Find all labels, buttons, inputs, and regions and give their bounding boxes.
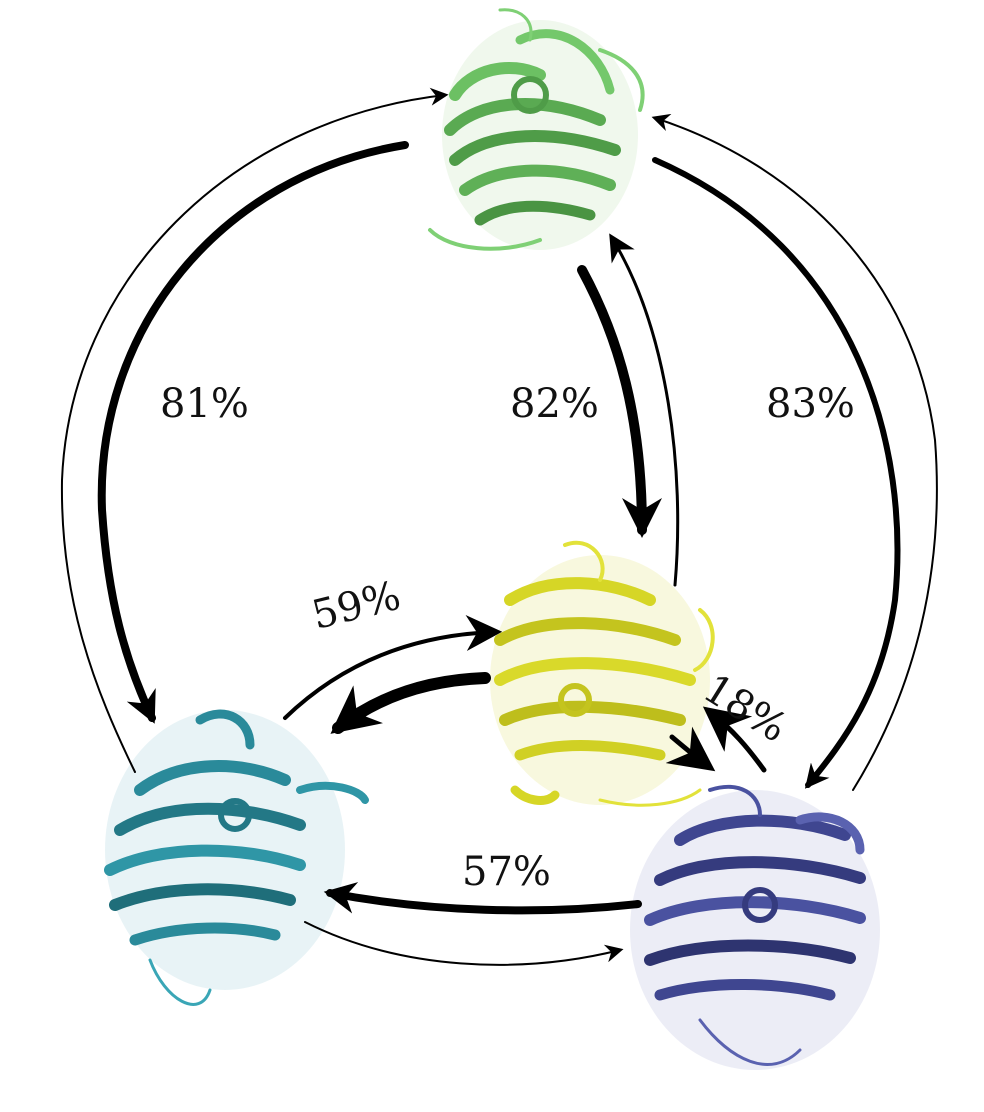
label-top-to-left: 81% (160, 381, 249, 427)
label-top-to-center: 82% (510, 381, 599, 427)
label-top-to-right: 83% (766, 381, 855, 427)
arrow-left-to-right (304, 921, 624, 966)
arrow-left-to-top (60, 87, 449, 773)
arrow-right-to-left (323, 882, 642, 915)
protein-structure-left (104, 709, 369, 1006)
arrow-center-to-top (609, 233, 680, 587)
arrow-top-to-right (652, 157, 901, 789)
arrow-top-to-center (577, 265, 662, 538)
protein-structure-right (630, 784, 880, 1070)
protein-structure-center (490, 540, 715, 807)
label-right-to-left: 57% (462, 849, 551, 895)
arrow-right-to-center (702, 706, 767, 773)
arrow-right-to-top (651, 113, 938, 791)
protein-structure-top (428, 8, 645, 251)
arrow-top-to-left (97, 141, 409, 724)
arrow-center-to-left (330, 672, 491, 734)
arrow-left-to-center (283, 615, 503, 720)
arrow-center-to-right (665, 726, 716, 772)
